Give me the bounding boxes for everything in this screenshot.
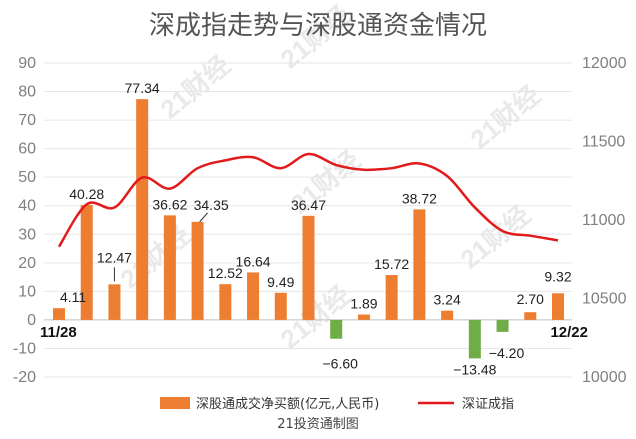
data-label: 2.70	[517, 291, 544, 307]
data-label: 3.24	[433, 292, 460, 308]
bar	[247, 272, 260, 320]
bar	[468, 319, 481, 359]
data-label: 40.28	[69, 186, 104, 202]
data-label: 9.49	[267, 274, 294, 290]
x-start-label: 11/28	[40, 324, 77, 341]
data-label: 38.72	[402, 190, 437, 206]
left-tick-label: 0	[27, 312, 36, 329]
right-tick-label: 11500	[582, 134, 625, 151]
chart-title: 深成指走势与深股通资金情况	[149, 11, 487, 41]
label-leader-line	[199, 212, 208, 223]
bar	[496, 319, 509, 332]
data-label: 12.52	[208, 265, 243, 281]
right-axis: 10000 10500 11000 11500 12000	[582, 55, 627, 386]
data-label: 16.64	[236, 253, 271, 269]
right-tick-label: 11000	[582, 212, 625, 229]
left-tick-label: 90	[18, 55, 36, 72]
watermark-text: 21财经	[155, 50, 236, 125]
data-label: 15.72	[374, 256, 409, 272]
data-label: −13.48	[453, 361, 496, 377]
bar	[524, 312, 537, 320]
data-label: −4.20	[489, 345, 525, 361]
legend-bar-label: 深股通成交净买额(亿元,人民币)	[196, 396, 379, 412]
watermark-text: 21财经	[455, 200, 536, 275]
data-label: 34.35	[194, 197, 229, 213]
bar	[191, 221, 204, 320]
left-tick-label: 10	[18, 283, 36, 300]
x-end-label: 12/22	[550, 324, 588, 341]
data-label: 36.62	[152, 196, 187, 212]
bar	[302, 215, 315, 320]
bar	[80, 204, 93, 320]
data-label: 4.11	[60, 289, 86, 305]
right-tick-label: 10500	[582, 291, 627, 308]
data-label: 77.34	[125, 80, 160, 96]
legend: 深股通成交净买额(亿元,人民币) 深证成指	[160, 396, 514, 412]
bar	[219, 284, 232, 320]
bar	[330, 319, 343, 339]
bar	[357, 314, 370, 320]
left-axis: -20 -10 0 10 20 30 40 50 60 70 80 90	[13, 55, 36, 386]
bar-series	[53, 99, 564, 359]
bar	[413, 209, 426, 320]
left-tick-label: 40	[18, 198, 36, 215]
index-line	[57, 152, 559, 248]
line-series	[57, 152, 559, 248]
bar	[53, 308, 65, 320]
data-label: 1.89	[350, 296, 377, 312]
legend-line-label: 深证成指	[462, 397, 514, 412]
bar	[163, 215, 176, 320]
data-label: 12.47	[97, 249, 132, 265]
left-tick-label: 50	[18, 169, 36, 186]
left-tick-label: 30	[18, 226, 36, 243]
left-tick-label: 80	[18, 84, 36, 101]
watermark-text: 21财经	[465, 80, 546, 155]
left-tick-label: -20	[13, 369, 36, 386]
bar	[385, 275, 398, 320]
left-tick-label: 20	[18, 255, 36, 272]
legend-bar-swatch	[160, 397, 190, 409]
bar	[274, 292, 287, 320]
data-label: −6.60	[323, 356, 359, 372]
bar	[108, 284, 121, 320]
right-tick-label: 10000	[582, 369, 627, 386]
data-label: 36.47	[291, 197, 326, 213]
bar	[552, 293, 564, 320]
left-tick-label: -10	[13, 340, 36, 357]
source-note: 21投资通制图	[277, 416, 359, 432]
bar	[441, 310, 454, 320]
left-tick-label: 70	[18, 112, 36, 129]
bar	[136, 99, 149, 320]
left-tick-label: 60	[18, 141, 36, 158]
data-label: 9.32	[544, 268, 571, 284]
right-tick-label: 12000	[582, 55, 627, 72]
